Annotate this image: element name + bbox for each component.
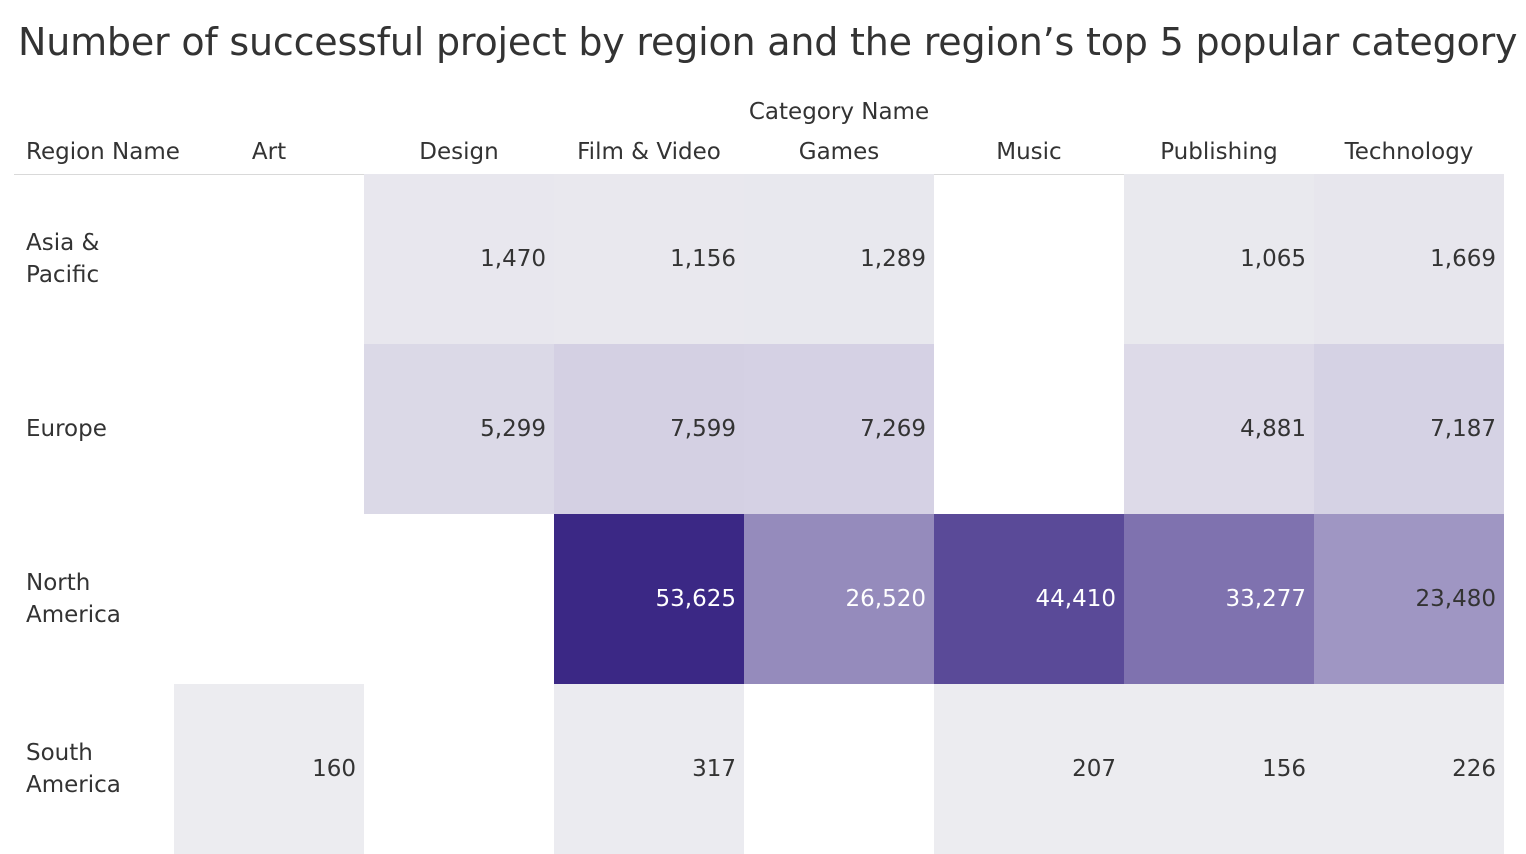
column-header-film-video: Film & Video	[577, 139, 721, 165]
region-column-header: Region Name	[26, 139, 180, 165]
heatmap-cell: 23,480	[1314, 514, 1504, 684]
category-group-label: Category Name	[748, 99, 930, 125]
column-headers: Category Name Region Name Art Design Fil…	[26, 99, 1474, 165]
heatmap-cell: 7,269	[744, 344, 934, 514]
heatmap-cell: 33,277	[1124, 514, 1314, 684]
heatmap-cell: 1,065	[1124, 174, 1314, 344]
column-header-music: Music	[996, 139, 1062, 165]
chart-title: Number of successful project by region a…	[18, 20, 1518, 64]
heatmap-cell: 1,156	[554, 174, 744, 344]
heatmap-cell: 7,599	[554, 344, 744, 514]
heatmap-cell: 1,470	[364, 174, 554, 344]
row-label: North America	[26, 570, 121, 628]
heatmap-cell: 5,299	[364, 344, 554, 514]
heatmap-cell: 53,625	[554, 514, 744, 684]
heatmap-cell: 26,520	[744, 514, 934, 684]
column-header-technology: Technology	[1344, 139, 1474, 165]
column-header-design: Design	[419, 139, 499, 165]
heatmap-cell: 4,881	[1124, 344, 1314, 514]
column-header-publishing: Publishing	[1160, 139, 1278, 165]
column-header-art: Art	[251, 139, 287, 165]
heatmap-cell: 160	[174, 684, 364, 854]
column-header-games: Games	[798, 139, 880, 165]
heatmap-cell: 156	[1124, 684, 1314, 854]
heatmap-cell: 1,289	[744, 174, 934, 344]
heatmap-grid: Asia & Pacific 1,470 1,156 1,289 1,065 1,669 Eu…	[26, 174, 1504, 854]
row-label: Asia & Pacific	[26, 230, 100, 288]
row-label: South America	[26, 740, 121, 798]
heatmap-cell: 44,410	[934, 514, 1124, 684]
heatmap-cell: 207	[934, 684, 1124, 854]
row-label: Europe	[26, 416, 107, 442]
heatmap-cell: 7,187	[1314, 344, 1504, 514]
heatmap-cell: 317	[554, 684, 744, 854]
heatmap-cell: 226	[1314, 684, 1504, 854]
heatmap-cell: 1,669	[1314, 174, 1504, 344]
